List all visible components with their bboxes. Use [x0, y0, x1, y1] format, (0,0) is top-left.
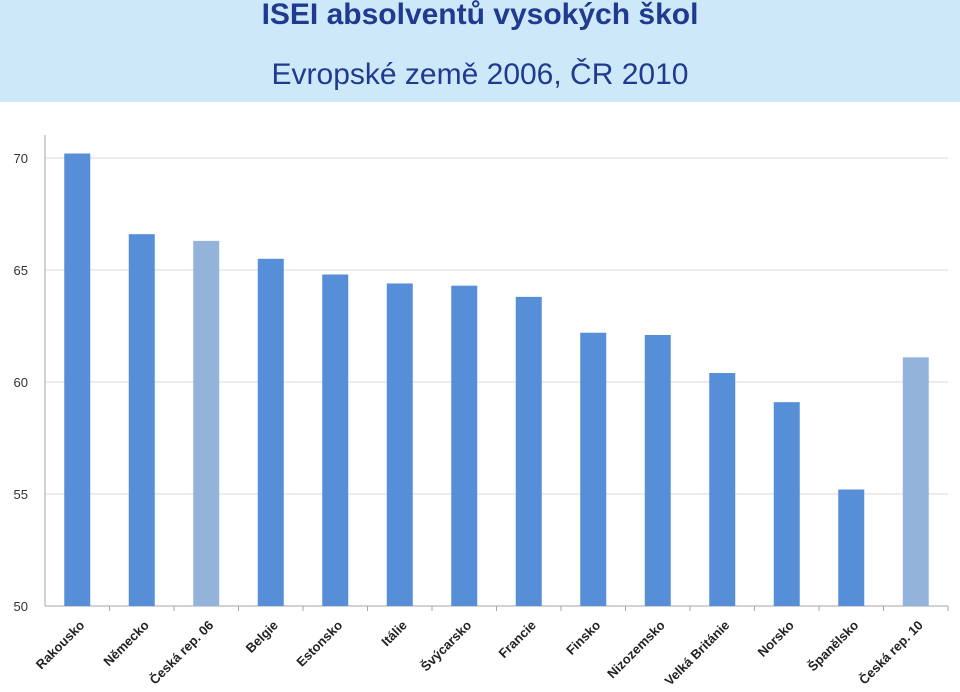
y-tick-label: 50 [14, 599, 28, 614]
bar-5 [386, 283, 413, 606]
x-category-label: Nizozemsko [604, 617, 668, 681]
y-tick-label: 55 [14, 487, 28, 502]
x-category-label: Finsko [563, 617, 603, 657]
title-banner: ISEI absolventů vysokých škol Evropské z… [0, 0, 960, 102]
bar-10 [709, 373, 736, 606]
bar-11 [773, 402, 800, 606]
bar-3 [257, 258, 284, 606]
y-tick-label: 65 [14, 263, 28, 278]
bar-6 [451, 285, 478, 606]
x-category-label: Španělsko [805, 617, 862, 674]
bar-4 [322, 274, 349, 606]
x-category-label: Estonsko [293, 617, 345, 669]
x-category-label: Česká rep. 06 [146, 618, 216, 688]
bar-8 [580, 332, 607, 606]
x-category-label: Itálie [378, 618, 410, 650]
x-category-label: Česká rep. 10 [856, 618, 926, 688]
bar-0 [64, 153, 91, 606]
chart-subtitle: Evropské země 2006, ČR 2010 [271, 58, 689, 91]
x-category-label: Norsko [755, 617, 797, 659]
bar-13 [902, 357, 929, 606]
y-tick-label: 60 [14, 375, 28, 390]
x-category-label: Rakousko [33, 617, 88, 672]
x-category-label: Francie [496, 618, 539, 661]
x-category-label: Švýcarsko [418, 617, 475, 674]
bar-2 [193, 240, 220, 606]
y-tick-label: 70 [14, 151, 28, 166]
x-category-label: Německo [100, 617, 152, 669]
x-category-label: Belgie [243, 618, 281, 656]
chart-title: ISEI absolventů vysokých škol [261, 0, 699, 31]
bar-1 [128, 234, 155, 606]
x-category-label: Velká Británie [661, 618, 732, 689]
bar-9 [644, 334, 671, 606]
bar-7 [515, 296, 542, 606]
bar-12 [838, 489, 865, 606]
